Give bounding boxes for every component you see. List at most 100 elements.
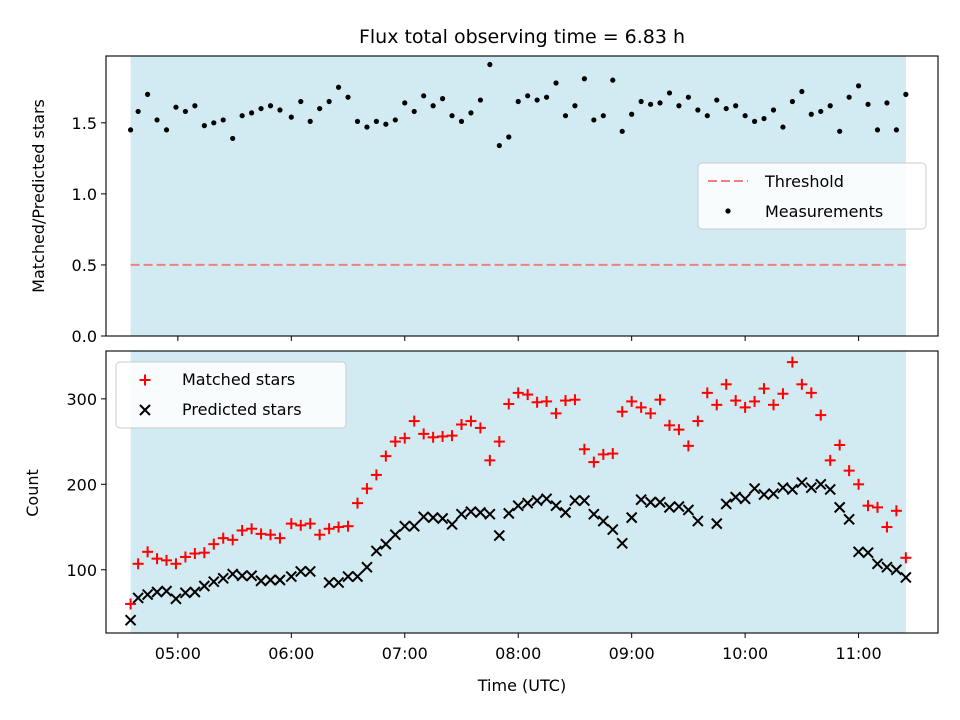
matched-star-point bbox=[342, 520, 354, 532]
cross-stroke bbox=[170, 593, 182, 605]
cross-stroke bbox=[399, 520, 411, 532]
predicted-star-point bbox=[342, 570, 354, 583]
cross-stroke bbox=[786, 483, 799, 496]
matched-star-point bbox=[843, 465, 855, 477]
matched-star-point bbox=[246, 523, 258, 535]
cross-stroke bbox=[503, 507, 515, 520]
predicted-star-point bbox=[245, 570, 258, 582]
bottom-y-axis: 100 200 300 bbox=[66, 390, 106, 580]
matched-star-point bbox=[824, 454, 836, 466]
measurement-point bbox=[364, 124, 370, 130]
legend-matched-label: Matched stars bbox=[182, 370, 295, 389]
measurement-point bbox=[239, 113, 245, 119]
matched-star-point bbox=[805, 387, 817, 399]
cross-stroke bbox=[625, 511, 638, 524]
cross-stroke bbox=[285, 570, 298, 583]
predicted-star-point bbox=[890, 564, 903, 576]
cross-stroke bbox=[255, 575, 267, 587]
cross-stroke bbox=[380, 538, 392, 550]
predicted-star-point bbox=[332, 576, 345, 589]
bottom-x-tick-label: 07:00 bbox=[382, 644, 428, 663]
top-panel: Flux total observing time = 6.83 h 0.00.… bbox=[29, 26, 939, 346]
matched-star-point bbox=[198, 547, 210, 559]
measurement-point bbox=[458, 118, 465, 124]
measurement-point bbox=[515, 98, 521, 105]
measurement-point bbox=[874, 127, 881, 133]
predicted-stars-series bbox=[124, 476, 912, 626]
predicted-star-point bbox=[160, 585, 173, 597]
matched-star-point bbox=[720, 378, 732, 390]
top-x-axis bbox=[177, 336, 860, 341]
predicted-star-point bbox=[569, 494, 581, 507]
measurement-point bbox=[430, 103, 436, 109]
cross-stroke bbox=[465, 505, 477, 518]
matched-star-point bbox=[314, 529, 326, 541]
measurement-point bbox=[288, 114, 294, 120]
measurement-point bbox=[733, 103, 739, 109]
predicted-star-point bbox=[843, 513, 855, 526]
matched-star-point bbox=[484, 454, 496, 466]
cross-stroke bbox=[673, 500, 685, 513]
matched-star-point bbox=[739, 401, 751, 413]
cross-stroke bbox=[654, 496, 666, 508]
bottom-x-tick-label: 11:00 bbox=[836, 644, 882, 663]
cross-stroke bbox=[436, 512, 449, 525]
matched-star-point bbox=[692, 415, 704, 427]
matched-star-point bbox=[682, 440, 694, 452]
bottom-y-tick-label: 300 bbox=[66, 390, 97, 409]
matched-star-point bbox=[522, 389, 534, 401]
bottom-y-tick-label: 200 bbox=[66, 475, 97, 494]
measurement-point bbox=[182, 108, 189, 115]
measurement-point bbox=[298, 98, 304, 105]
cross-stroke bbox=[361, 561, 373, 573]
matched-star-point bbox=[265, 529, 277, 541]
matched-star-point bbox=[455, 418, 467, 430]
measurement-point bbox=[220, 117, 226, 123]
cross-stroke bbox=[179, 587, 192, 599]
cross-stroke bbox=[635, 493, 647, 506]
cross-stroke bbox=[540, 493, 553, 505]
matched-star-point bbox=[503, 398, 515, 410]
cross-stroke bbox=[139, 404, 151, 416]
predicted-star-point bbox=[285, 570, 298, 583]
matched-star-point bbox=[255, 528, 267, 540]
cross-stroke bbox=[607, 523, 619, 536]
measurement-point bbox=[761, 115, 767, 122]
predicted-star-point bbox=[264, 574, 277, 586]
predicted-star-point bbox=[474, 506, 487, 519]
cross-stroke bbox=[739, 493, 751, 505]
measurement-point bbox=[629, 111, 635, 117]
matched-star-point bbox=[512, 387, 524, 399]
predicted-star-point bbox=[503, 507, 515, 520]
legend-matched-swatch bbox=[139, 374, 151, 386]
predicted-star-point bbox=[852, 546, 865, 558]
top-y-tick-label: 0.0 bbox=[72, 327, 97, 346]
predicted-star-point bbox=[578, 494, 591, 507]
matched-star-point bbox=[597, 448, 609, 460]
predicted-star-point bbox=[824, 483, 836, 496]
cross-stroke bbox=[890, 564, 903, 576]
matched-star-point bbox=[616, 406, 628, 418]
matched-star-point bbox=[900, 552, 912, 564]
predicted-star-point bbox=[654, 496, 666, 508]
matched-star-point bbox=[285, 518, 297, 530]
cross-stroke bbox=[493, 529, 506, 542]
measurement-point bbox=[647, 101, 654, 107]
top-y-tick-label: 1.5 bbox=[72, 114, 97, 133]
measurement-point bbox=[695, 107, 701, 113]
cross-stroke bbox=[663, 501, 676, 514]
cross-stroke bbox=[351, 570, 364, 583]
matched-star-point bbox=[730, 395, 742, 407]
cross-stroke bbox=[132, 592, 144, 604]
predicted-star-point bbox=[862, 546, 874, 559]
measurement-point bbox=[267, 103, 274, 109]
predicted-star-point bbox=[663, 501, 676, 514]
cross-stroke bbox=[559, 506, 572, 519]
cross-stroke bbox=[682, 504, 695, 516]
matched-star-point bbox=[541, 395, 553, 407]
matched-star-point bbox=[399, 432, 411, 444]
measurement-point bbox=[525, 93, 531, 99]
cross-stroke bbox=[408, 520, 420, 532]
measurement-point bbox=[449, 113, 455, 119]
measurement-point bbox=[145, 91, 151, 97]
